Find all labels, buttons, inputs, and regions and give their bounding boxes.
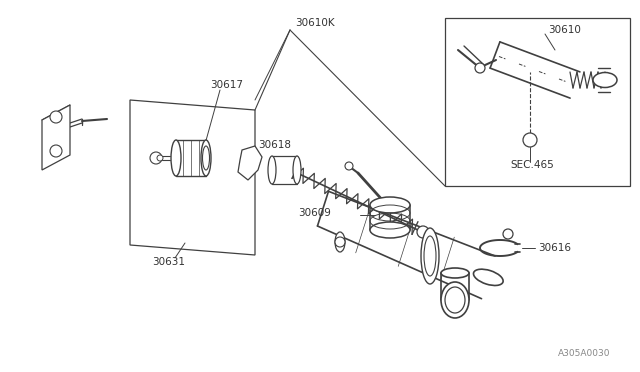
Ellipse shape [441,282,469,318]
Ellipse shape [370,197,410,213]
Circle shape [150,152,162,164]
Circle shape [523,133,537,147]
Circle shape [345,162,353,170]
Ellipse shape [201,140,211,176]
Text: 30618: 30618 [258,140,291,150]
Circle shape [475,63,485,73]
Text: 30610K: 30610K [295,18,335,28]
Circle shape [157,155,163,161]
Circle shape [503,229,513,239]
Ellipse shape [335,232,345,252]
Circle shape [417,226,429,238]
Text: 30617: 30617 [210,80,243,90]
Text: SEC.465: SEC.465 [510,160,554,170]
Circle shape [335,237,345,247]
Ellipse shape [441,268,469,278]
Ellipse shape [593,73,617,87]
Polygon shape [238,146,262,180]
Ellipse shape [421,228,439,284]
Ellipse shape [293,156,301,184]
Ellipse shape [474,269,503,285]
Text: 30631: 30631 [152,257,185,267]
Text: 30616: 30616 [538,243,571,253]
Polygon shape [42,105,70,170]
Ellipse shape [370,222,410,238]
Bar [445,18,630,186]
Text: A305A0030: A305A0030 [557,349,610,358]
Ellipse shape [202,146,209,170]
Ellipse shape [268,156,276,184]
Circle shape [50,111,62,123]
Ellipse shape [445,287,465,313]
Ellipse shape [424,236,436,276]
Text: 30610: 30610 [548,25,581,35]
Text: 30609: 30609 [298,208,331,218]
Circle shape [50,145,62,157]
Ellipse shape [171,140,181,176]
